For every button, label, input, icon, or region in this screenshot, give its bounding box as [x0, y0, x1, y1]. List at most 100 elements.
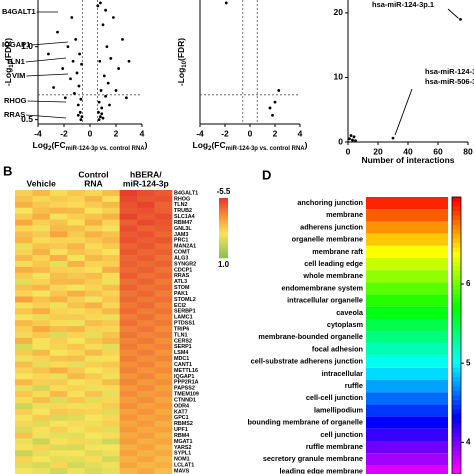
point	[80, 62, 83, 66]
bar	[366, 343, 448, 356]
heatmap-cell	[67, 337, 86, 345]
heatmap-cell	[49, 219, 68, 226]
x-axis-label-part: )	[305, 140, 308, 150]
heatmap-cell	[84, 284, 103, 291]
point	[109, 56, 113, 60]
gene-label: TLN1	[174, 332, 187, 338]
gene-label: STOM	[174, 285, 190, 291]
point	[47, 52, 50, 56]
heatmap-cell	[154, 367, 173, 374]
heatmap-cell	[67, 261, 86, 268]
x-tick-label: 2	[273, 128, 278, 138]
colorbar-step	[219, 200, 228, 203]
point	[76, 113, 80, 117]
heatmap-cell	[49, 314, 68, 321]
heatmap-cell	[67, 243, 86, 250]
heatmap-cell	[84, 403, 103, 410]
x-tick-label: 20	[373, 146, 383, 156]
heatmap-cell	[137, 213, 155, 220]
x-axis-label-part: Log	[193, 140, 209, 150]
heatmap-cell	[102, 408, 120, 416]
heatmap-cell	[102, 302, 120, 309]
heatmap-cell	[67, 349, 86, 356]
heatmap-cell	[137, 201, 155, 209]
colorbar-step	[452, 312, 461, 318]
heatmap-cell	[15, 332, 33, 339]
colorbar-step	[452, 404, 461, 410]
heatmap-cell	[32, 456, 51, 463]
term-label: anchoring junction	[297, 198, 363, 207]
heatmap-cell	[137, 190, 155, 197]
term-label: membrane-bounded organelle	[258, 332, 363, 341]
heatmap-cell	[154, 207, 173, 214]
heatmap-cell	[137, 237, 155, 244]
heatmap-cell	[15, 444, 33, 451]
heatmap-cell	[102, 296, 120, 303]
heatmap-cell	[119, 468, 138, 474]
colorbar-step	[452, 275, 461, 281]
heatmap-cell	[32, 237, 51, 244]
heatmap-cell	[49, 302, 68, 309]
heatmap-cell	[15, 231, 33, 238]
panel-label: D	[262, 167, 271, 182]
colorbar-step	[452, 372, 461, 378]
heatmap-cell	[15, 403, 33, 410]
term-label: organelle membrane	[292, 235, 363, 244]
heatmap-cell	[67, 367, 86, 374]
heatmap-cell	[119, 426, 138, 433]
heatmap-cell	[102, 361, 120, 368]
point	[273, 100, 277, 104]
heatmap-cell	[67, 213, 86, 220]
x-axis-label-part: (FC	[211, 140, 225, 150]
heatmap-cell	[32, 432, 51, 439]
bar	[366, 245, 448, 258]
heatmap-cell	[84, 462, 103, 469]
point	[75, 71, 79, 75]
colorbar-step	[452, 363, 461, 369]
colorbar-step	[452, 201, 461, 207]
heatmap-cell	[15, 420, 33, 427]
heatmap-cell	[15, 361, 33, 368]
heatmap-cell	[32, 284, 51, 291]
heatmap-cell	[137, 255, 155, 262]
heatmap-cell	[15, 219, 33, 226]
heatmap-cell	[32, 243, 51, 250]
heatmap-cell	[15, 308, 33, 315]
x-tick-label: -4	[196, 128, 204, 138]
colorbar-step	[452, 377, 461, 383]
heatmap-cell	[67, 432, 86, 439]
heatmap-cell	[15, 450, 33, 457]
colorbar-step	[219, 208, 228, 211]
point	[125, 96, 128, 100]
heatmap-cell	[67, 373, 86, 380]
heatmap-cell	[67, 284, 86, 291]
panel-label: B	[3, 163, 12, 178]
point	[349, 134, 353, 137]
term-label: membrane raft	[312, 247, 363, 256]
bar	[366, 306, 448, 319]
heatmap-cell	[84, 426, 103, 433]
heatmap-cell	[15, 237, 33, 244]
heatmap-cell	[137, 225, 155, 232]
term-label: cell leading edge	[304, 259, 363, 268]
y-tick-label: 20	[334, 7, 344, 17]
heatmap-cell	[15, 408, 33, 416]
point	[348, 137, 351, 141]
y-tick-label: 0	[338, 136, 343, 146]
heatmap-cell	[49, 355, 68, 362]
group-label: Vehicle	[27, 178, 57, 188]
heatmap-cell	[154, 444, 173, 451]
heatmap-cell	[15, 255, 33, 262]
colorbar-step	[452, 293, 461, 299]
colorbar-step	[219, 252, 228, 255]
heatmap-cell	[32, 231, 51, 238]
heatmap-cell	[119, 320, 138, 327]
heatmap-cell	[102, 237, 120, 244]
point	[79, 97, 83, 101]
heatmap-cell	[154, 432, 173, 439]
x-axis-label: Log2(FCmiR-124-3p vs. control RNA)	[33, 140, 148, 151]
heatmap-cell	[15, 349, 33, 356]
gene-label: SLC1A4	[174, 214, 195, 220]
x-tick-label: 2	[114, 128, 119, 138]
gene-label: ATL3	[174, 279, 187, 285]
